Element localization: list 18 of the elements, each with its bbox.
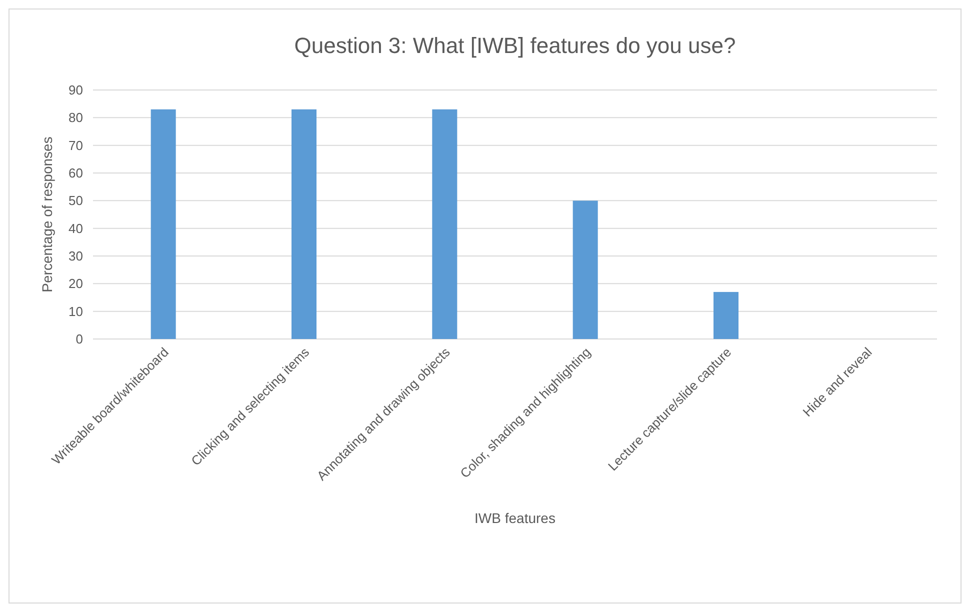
y-tick-label: 30 (68, 248, 83, 264)
bar (150, 109, 176, 339)
y-axis-title: Percentage of responses (39, 136, 55, 292)
bar (572, 200, 598, 339)
y-tick-label: 10 (68, 304, 83, 319)
y-tick-label: 70 (68, 138, 83, 153)
y-tick-label: 80 (68, 110, 83, 126)
y-tick-label: 50 (68, 193, 83, 208)
bar (432, 109, 458, 339)
y-tick-label: 90 (68, 82, 83, 98)
chart-title: Question 3: What [IWB] features do you use? (294, 33, 736, 58)
y-tick-label: 40 (68, 220, 83, 236)
bar (714, 292, 738, 339)
y-tick-label: 0 (76, 332, 83, 347)
y-tick-label: 20 (68, 276, 83, 292)
x-axis-title: IWB features (474, 510, 556, 526)
y-tick-label: 60 (68, 166, 83, 181)
bar (292, 109, 316, 339)
